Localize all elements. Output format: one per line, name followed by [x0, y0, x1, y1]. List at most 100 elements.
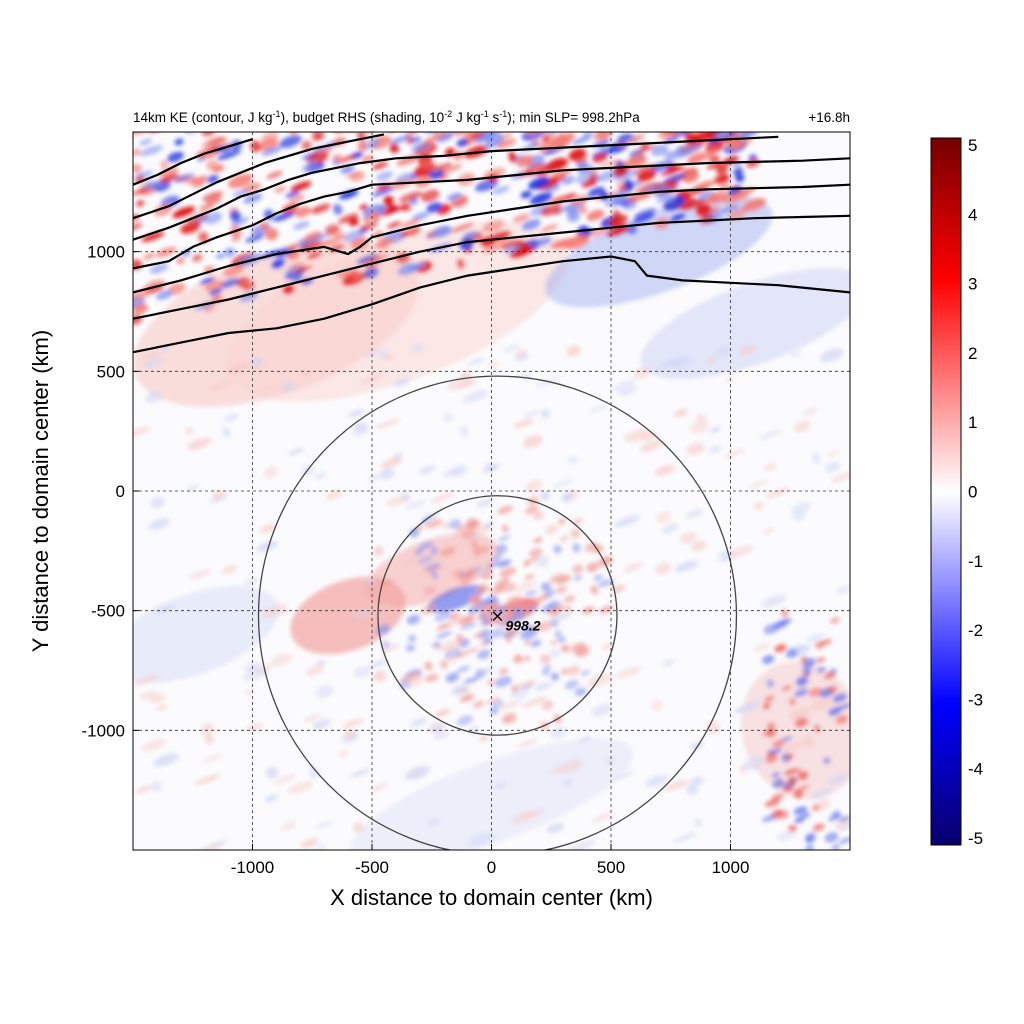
ke-contour-line — [133, 183, 850, 294]
shading-blob — [245, 233, 265, 243]
shading-blob — [776, 829, 798, 841]
shading-blob — [483, 638, 492, 644]
shading-blob — [535, 537, 543, 543]
shading-blob — [540, 490, 551, 501]
shading-blob — [565, 606, 573, 613]
shading-blob — [342, 718, 364, 729]
colorbar: 5 4 3 2 1 0 -1 -2 -3 -4 -5 — [930, 136, 983, 848]
shading-blob — [411, 211, 430, 221]
shading-blob — [553, 545, 562, 554]
shading-blob — [287, 781, 314, 794]
shading-blob — [528, 605, 537, 611]
shading-blob — [670, 213, 686, 222]
shading-blob — [513, 418, 534, 429]
shading-blob — [550, 648, 560, 658]
shading-blob — [476, 498, 494, 508]
shading-blob — [156, 704, 168, 711]
shading-blob — [512, 580, 538, 592]
shading-blob — [419, 465, 436, 475]
shading-blob — [650, 115, 674, 128]
shading-blob — [791, 501, 812, 514]
shading-blob — [425, 565, 442, 573]
shading-blob — [764, 798, 781, 808]
shading-blob — [452, 132, 475, 137]
shading-blob — [376, 237, 390, 249]
shading-blob — [380, 468, 395, 480]
shading-blob — [316, 844, 326, 850]
shading-blob — [410, 136, 422, 143]
shading-blob — [435, 631, 453, 639]
shading-blob — [540, 223, 559, 233]
shading-blob — [529, 547, 543, 558]
shading-blob — [825, 461, 841, 473]
shading-blob — [561, 492, 574, 503]
shading-blob — [795, 676, 809, 687]
shading-blob — [325, 490, 343, 500]
ke-contour-line — [133, 133, 385, 220]
shading-blob — [656, 194, 678, 203]
shading-blob — [201, 150, 220, 159]
shading-blob — [709, 445, 722, 453]
shading-blob — [335, 267, 359, 278]
shading-blob — [363, 267, 380, 279]
shading-blob — [185, 483, 201, 492]
shading-blob — [367, 659, 390, 669]
shading-blob — [417, 555, 433, 564]
shading-blob — [201, 136, 225, 149]
shading-blob — [486, 697, 501, 704]
shading-blob — [405, 499, 426, 510]
shading-blob — [788, 707, 811, 720]
shading-blob — [198, 231, 209, 243]
y-axis-label: Y distance to domain center (km) — [28, 330, 53, 652]
ke-contour-line — [133, 157, 850, 270]
shading-blob — [794, 688, 809, 697]
shading-blob — [407, 262, 427, 272]
colorbar-gradient — [930, 137, 962, 846]
colorbar-tick-label: 0 — [968, 483, 977, 502]
shading-blob — [513, 247, 537, 257]
shading-blob — [480, 612, 487, 620]
shading-blob — [172, 208, 195, 219]
shading-blob — [770, 748, 782, 755]
shading-blob — [406, 614, 421, 625]
shading-blob — [424, 661, 433, 671]
shading-blob — [228, 173, 253, 189]
shading-blob — [533, 594, 550, 603]
shading-blob — [207, 380, 232, 393]
shading-blob — [822, 757, 831, 764]
shading-blob — [133, 163, 142, 174]
shading-blob — [500, 239, 524, 250]
shading-blob — [359, 204, 368, 211]
shading-blob — [521, 696, 548, 708]
shading-blob — [826, 450, 841, 457]
forecast-time-label: +16.8h — [808, 110, 850, 125]
shading-blob — [490, 699, 505, 709]
shading-blob — [208, 288, 223, 296]
shading-blob — [469, 594, 480, 603]
shading-blob — [172, 173, 195, 183]
shading-blob — [271, 259, 285, 270]
shading-blob — [623, 562, 644, 572]
shading-blob — [573, 575, 583, 581]
shading-blob — [389, 143, 399, 153]
x-tick-label: -500 — [355, 858, 389, 877]
shading-blob — [187, 437, 211, 451]
shading-blob — [204, 733, 214, 745]
shading-blob — [729, 139, 744, 150]
shading-blob — [830, 617, 840, 624]
shading-blob — [282, 284, 295, 295]
shading-blob — [790, 825, 798, 832]
shading-blob — [743, 756, 765, 771]
shading-blob — [639, 117, 657, 131]
shading-blob — [332, 204, 343, 215]
shading-blob — [634, 164, 657, 177]
shading-blob — [812, 823, 825, 832]
shading-blob — [824, 832, 839, 843]
shading-blob — [400, 203, 412, 212]
shading-blob — [605, 225, 630, 237]
shading-blob — [767, 722, 776, 730]
shading-blob — [492, 553, 503, 562]
shading-blob — [371, 210, 380, 223]
shading-blob — [761, 594, 787, 608]
shading-blob — [785, 648, 798, 659]
